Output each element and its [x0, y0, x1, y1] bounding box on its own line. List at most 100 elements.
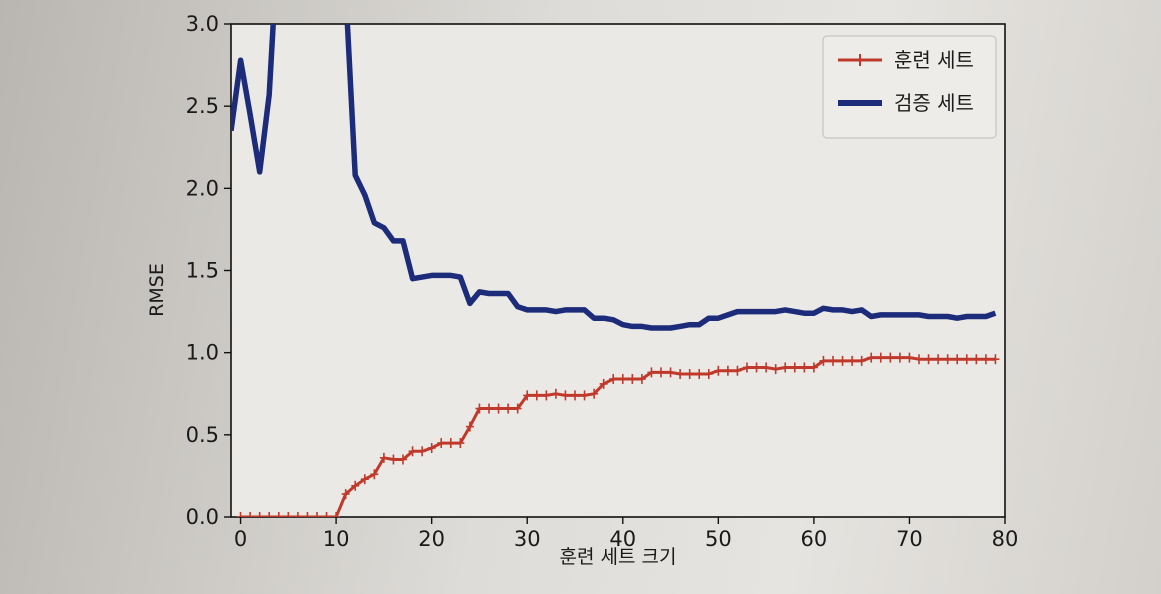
- x-tick-label: 80: [992, 527, 1019, 551]
- validation-series-line: [231, 24, 997, 331]
- train-data-point: [551, 388, 560, 399]
- train-data-point: [284, 512, 293, 517]
- train-data-point: [981, 354, 990, 365]
- train-data-point: [781, 362, 790, 373]
- train-data-point: [666, 367, 675, 378]
- x-axis-label: 훈련 세트 크기: [560, 546, 677, 568]
- train-data-point: [513, 403, 522, 414]
- y-axis-label: RMSE: [146, 263, 168, 317]
- train-data-point: [341, 488, 350, 499]
- train-data-point: [915, 354, 923, 365]
- train-data-point: [408, 446, 417, 457]
- train-data-point: [905, 352, 914, 363]
- train-data-point: [494, 403, 503, 414]
- train-data-point: [628, 373, 637, 384]
- train-data-point: [303, 512, 312, 517]
- train-data-point: [695, 369, 704, 380]
- train-data-point: [943, 354, 952, 365]
- train-data-point: [733, 365, 742, 376]
- train-data-point: [293, 512, 302, 517]
- train-data-point: [236, 512, 245, 517]
- y-tick-label: 1.5: [186, 259, 219, 283]
- train-data-point: [953, 354, 962, 365]
- train-data-point: [561, 390, 570, 401]
- train-data-point: [743, 362, 751, 373]
- train-data-point: [752, 362, 761, 373]
- x-tick-label: 20: [418, 527, 445, 551]
- train-data-point: [924, 354, 933, 365]
- x-tick-label: 60: [801, 527, 828, 551]
- x-tick-label: 70: [896, 527, 923, 551]
- train-data-point: [895, 352, 904, 363]
- train-data-point: [504, 403, 513, 414]
- train-data-point: [972, 354, 981, 365]
- train-data-point: [934, 354, 943, 365]
- y-axis-ticks: 0.0 0.5 1.0 1.5 2.0 2.5 3.0: [186, 12, 231, 529]
- y-tick-label: 2.0: [186, 176, 219, 200]
- train-data-point: [427, 442, 436, 453]
- train-data-point: [418, 446, 427, 457]
- train-data-point: [657, 367, 665, 378]
- x-tick-label: 0: [234, 527, 247, 551]
- train-data-point: [370, 469, 379, 480]
- train-data-point: [523, 390, 532, 401]
- train-data-point: [829, 355, 837, 366]
- train-data-point: [599, 378, 608, 389]
- train-data-point: [265, 512, 274, 517]
- train-data-point: [676, 369, 685, 380]
- train-data-point: [255, 512, 264, 517]
- train-data-point: [332, 512, 341, 517]
- train-data-point: [437, 438, 446, 449]
- train-data-point: [647, 367, 656, 378]
- train-data-point: [637, 373, 646, 384]
- train-data-point: [485, 403, 493, 414]
- train-data-point: [379, 452, 388, 463]
- train-data-point: [857, 355, 866, 366]
- train-data-point: [962, 354, 971, 365]
- train-data-point: [446, 438, 455, 449]
- train-data-point: [590, 388, 599, 399]
- y-tick-label: 2.5: [186, 94, 219, 118]
- train-data-point: [771, 364, 780, 375]
- train-data-point: [456, 438, 465, 449]
- train-data-point: [399, 454, 407, 465]
- train-data-point: [714, 365, 723, 376]
- train-data-point: [848, 355, 857, 366]
- train-data-point: [886, 352, 895, 363]
- train-data-point: [465, 421, 474, 432]
- train-data-point: [360, 474, 369, 485]
- legend-label-validation: 검증 세트: [894, 91, 974, 115]
- x-tick-label: 30: [514, 527, 541, 551]
- x-tick-label: 40: [609, 527, 636, 551]
- train-data-point: [274, 512, 283, 517]
- x-axis-ticks: 0 10 20 30 40 50 60 70 80: [234, 517, 1018, 551]
- train-data-point: [313, 512, 321, 517]
- train-data-point: [723, 365, 732, 376]
- train-data-point: [838, 355, 847, 366]
- train-data-point: [819, 355, 828, 366]
- train-data-point: [475, 403, 484, 414]
- train-data-point: [704, 369, 713, 380]
- train-data-point: [762, 362, 771, 373]
- legend-label-train: 훈련 세트: [894, 48, 974, 72]
- train-data-point: [809, 362, 818, 373]
- train-data-point: [389, 454, 398, 465]
- train-data-point: [580, 390, 589, 401]
- x-tick-label: 10: [323, 527, 350, 551]
- train-data-point: [246, 512, 255, 517]
- x-tick-label: 50: [705, 527, 732, 551]
- train-data-point: [790, 362, 799, 373]
- y-tick-label: 0.5: [186, 423, 219, 447]
- y-tick-label: 3.0: [186, 12, 219, 36]
- train-data-point: [609, 373, 618, 384]
- train-data-point: [685, 369, 694, 380]
- train-data-point: [800, 362, 809, 373]
- series-layer: [231, 24, 1000, 517]
- legend: 훈련 세트 검증 세트: [822, 35, 997, 139]
- train-data-point: [867, 352, 876, 363]
- train-data-point: [542, 390, 551, 401]
- train-data-point: [618, 373, 627, 384]
- train-data-point: [876, 352, 885, 363]
- train-data-point: [991, 354, 1000, 365]
